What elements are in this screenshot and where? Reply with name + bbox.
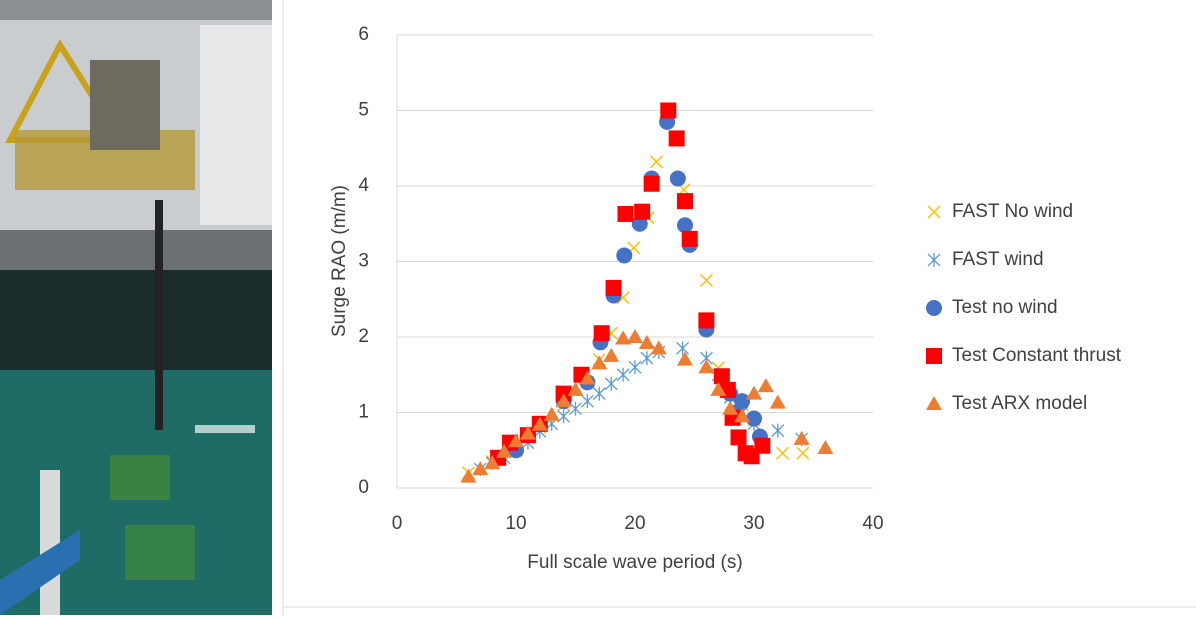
y-tick-label: 0	[358, 477, 369, 498]
data-point	[531, 416, 548, 431]
x-tick-label: 20	[624, 513, 645, 534]
legend-marker	[926, 300, 942, 316]
data-point	[698, 312, 715, 329]
y-axis-title: Surge RAO (m/m)	[329, 185, 350, 337]
x-tick-label: 30	[743, 513, 764, 534]
legend-label: Test ARX model	[952, 393, 1087, 414]
data-point	[730, 429, 747, 446]
data-point	[776, 446, 790, 460]
data-point	[579, 370, 596, 385]
x-tick-label: 10	[505, 513, 526, 534]
y-tick-label: 5	[358, 100, 369, 121]
data-point	[508, 433, 524, 448]
legend-marker	[926, 348, 942, 364]
data-point	[615, 330, 632, 345]
data-point	[627, 329, 643, 343]
y-tick-label: 2	[358, 326, 369, 347]
data-point	[604, 376, 618, 391]
data-point	[591, 355, 608, 370]
data-point	[713, 368, 730, 385]
y-tick-label: 3	[358, 251, 369, 272]
data-point	[676, 217, 693, 234]
legend-label: FAST No wind	[952, 201, 1073, 222]
data-point	[616, 247, 633, 264]
data-point	[817, 439, 834, 454]
data-point	[567, 381, 584, 396]
x-axis-title: Full scale wave period (s)	[527, 552, 742, 573]
data-point	[631, 215, 648, 232]
data-point	[617, 205, 634, 222]
data-point	[650, 340, 667, 355]
data-point	[592, 386, 606, 401]
legend-label: Test Constant thrust	[952, 345, 1122, 366]
data-point	[616, 367, 630, 382]
x-tick-label: 40	[862, 513, 883, 534]
data-point	[640, 351, 654, 366]
data-point	[603, 347, 620, 362]
data-point	[593, 325, 610, 342]
data-point	[643, 175, 660, 192]
data-point	[796, 446, 810, 460]
y-tick-label: 6	[358, 24, 369, 45]
data-point	[628, 360, 642, 375]
data-point	[676, 193, 693, 210]
data-point	[676, 351, 693, 366]
data-point	[734, 393, 751, 410]
data-point	[769, 394, 786, 409]
data-point	[771, 423, 785, 438]
data-point	[580, 394, 594, 409]
data-point	[669, 170, 686, 187]
data-point	[698, 359, 715, 374]
data-point	[555, 393, 572, 408]
legend-marker	[927, 205, 941, 219]
x-tick-label: 0	[392, 513, 403, 534]
data-point	[472, 461, 489, 476]
data-point	[757, 378, 774, 393]
data-point	[543, 406, 560, 421]
photo	[0, 0, 272, 615]
data-point	[676, 341, 690, 356]
data-point	[746, 410, 762, 427]
data-point	[519, 425, 536, 440]
data-point	[668, 130, 685, 147]
y-tick-label: 1	[358, 402, 369, 423]
data-point	[484, 455, 501, 470]
data-point	[569, 401, 582, 416]
data-point	[496, 443, 513, 458]
data-point	[649, 155, 663, 169]
data-point	[754, 437, 771, 454]
data-point	[746, 385, 762, 400]
data-point	[734, 408, 751, 423]
legend-marker	[927, 253, 941, 267]
data-point	[722, 400, 739, 415]
data-point	[793, 430, 810, 445]
data-point	[557, 409, 571, 424]
data-point	[660, 102, 677, 119]
data-point	[460, 468, 477, 483]
data-point	[605, 279, 622, 296]
data-point	[634, 203, 651, 220]
data-point	[699, 273, 713, 287]
data-point	[638, 335, 655, 350]
data-point	[681, 230, 698, 247]
data-point	[710, 381, 727, 396]
y-tick-label: 4	[358, 175, 369, 196]
legend-label: Test no wind	[952, 297, 1058, 318]
legend-marker	[926, 396, 942, 410]
legend-label: FAST wind	[952, 249, 1044, 270]
